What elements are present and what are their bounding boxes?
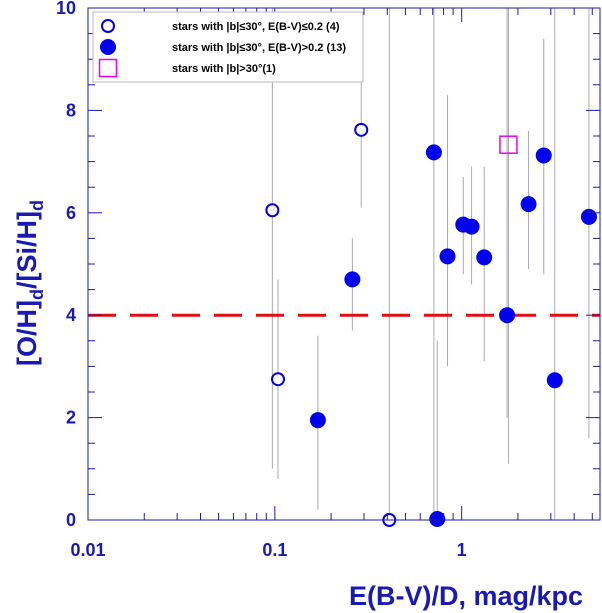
- data-point-filled-circle: [580, 208, 597, 225]
- data-point-open-square: [499, 135, 518, 154]
- x-tick-label: 0.1: [262, 540, 287, 560]
- x-axis-label: E(B-V)/D, mag/kpc: [349, 581, 583, 611]
- y-axis-label-sub2: d: [27, 200, 47, 211]
- y-axis-label-sub1: d: [27, 289, 47, 300]
- y-tick-label: 6: [66, 203, 76, 223]
- legend-box: [92, 11, 364, 83]
- y-tick-label: 8: [66, 100, 76, 120]
- data-point-filled-circle: [344, 271, 361, 288]
- y-tick-label: 0: [66, 510, 76, 530]
- data-point-open-circle: [265, 203, 280, 218]
- x-tick-label: 1: [457, 540, 467, 560]
- data-point-open-circle: [354, 122, 369, 137]
- data-point-filled-circle: [309, 412, 326, 429]
- data-point-filled-circle: [425, 144, 442, 161]
- data-point-filled-circle: [546, 372, 563, 389]
- legend-marker-filled-circle: [100, 39, 116, 55]
- y-axis-label-main: [O/H]: [12, 300, 42, 366]
- y-tick-label: 10: [56, 0, 76, 18]
- data-point-filled-circle: [463, 218, 480, 235]
- y-axis-label-mid: /[Si/H]: [12, 211, 42, 289]
- legend-label: stars with |b|≤30°, E(B-V)≤0.2 (4): [172, 21, 340, 33]
- data-points: [265, 122, 597, 527]
- data-point-filled-circle: [535, 147, 552, 164]
- legend: stars with |b|≤30°, E(B-V)≤0.2 (4) stars …: [92, 11, 364, 83]
- y-tick-label: 4: [66, 305, 76, 325]
- y-tick-label: 2: [66, 408, 76, 428]
- data-point-filled-circle: [476, 249, 493, 266]
- data-point-filled-circle: [499, 307, 516, 324]
- axis-ticks: [87, 7, 600, 521]
- data-point-open-circle: [271, 372, 286, 387]
- error-bars: [271, 8, 590, 520]
- data-point-filled-circle: [429, 510, 446, 527]
- legend-marker-open-square: [98, 58, 118, 78]
- legend-label: stars with |b|≤30°, E(B-V)>0.2 (13): [172, 42, 346, 54]
- legend-marker-open-circle: [101, 19, 115, 33]
- legend-label: stars with |b|>30°(1): [172, 63, 276, 75]
- plot-frame: [87, 7, 601, 521]
- y-axis-label: [O/H]d/[Si/H]d: [12, 200, 47, 366]
- data-point-filled-circle: [439, 248, 456, 265]
- x-tick-label: 0.01: [70, 540, 105, 560]
- data-point-filled-circle: [520, 196, 537, 213]
